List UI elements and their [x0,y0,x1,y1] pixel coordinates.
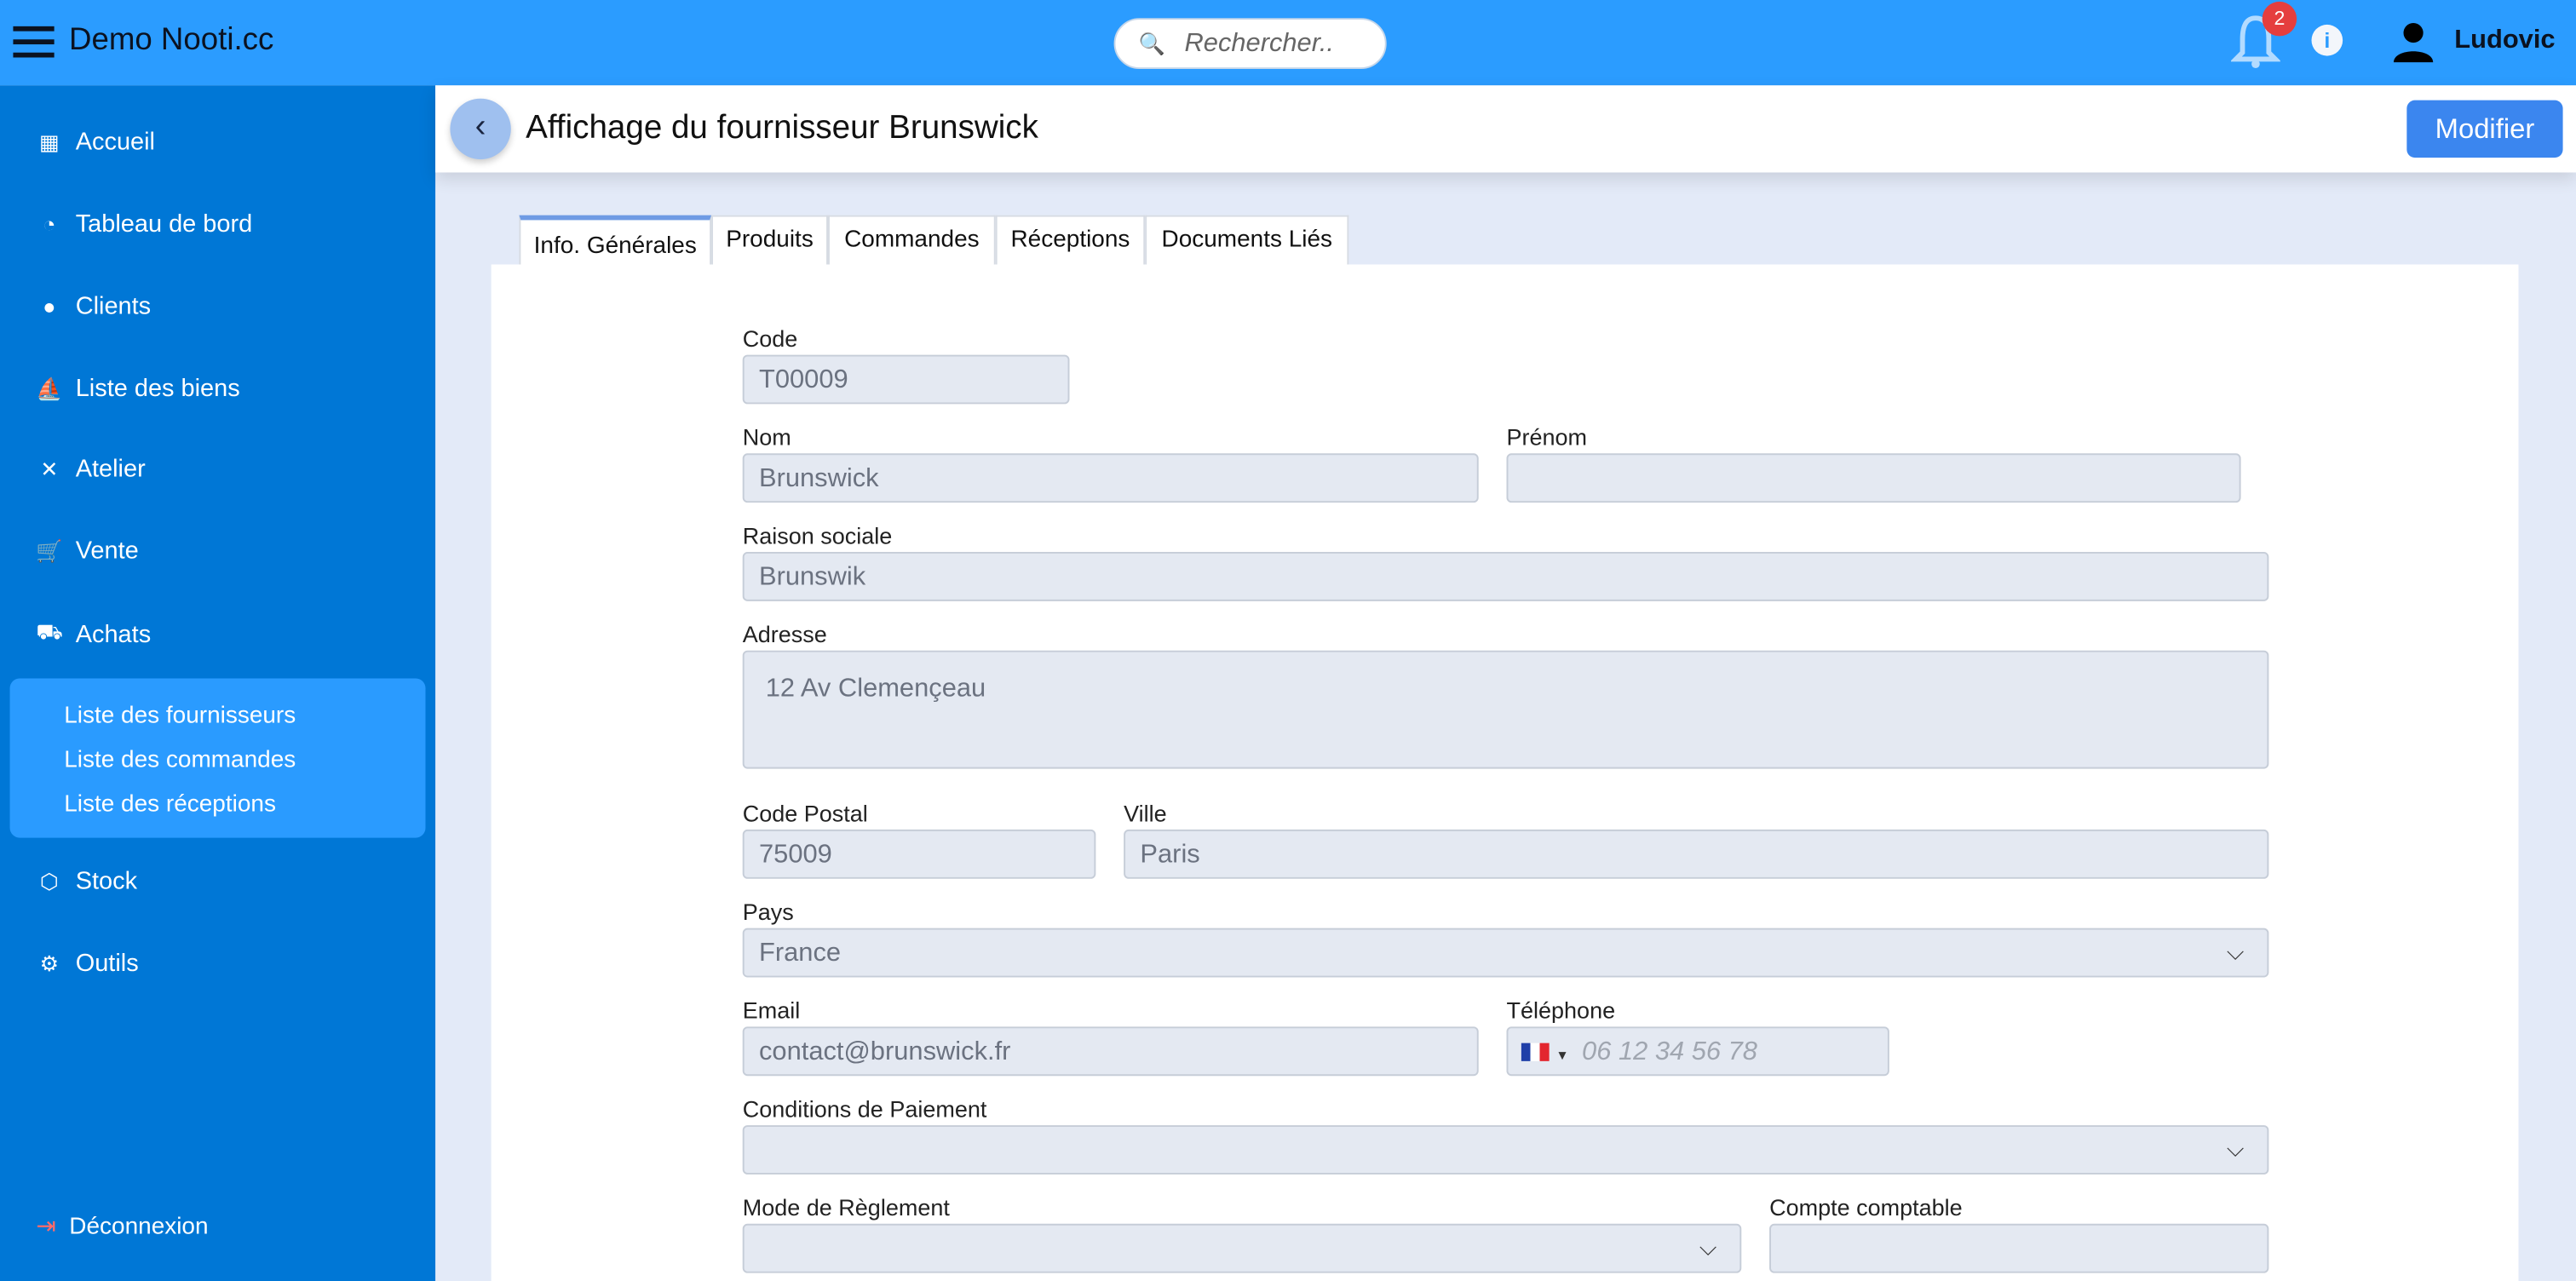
prenom-field[interactable] [1506,453,2241,503]
page-header: ‹ Affichage du fournisseur Brunswick Mod… [435,85,2576,173]
notification-badge: 2 [2262,1,2297,37]
gauge-icon: ◔ [43,211,56,237]
code-postal-label: Code Postal [742,800,868,827]
top-bar: Demo Nooti.cc 🔍 Rechercher.. 2 i Ludovic [0,0,2576,86]
caret-down-icon: ▼ [1555,1048,1569,1063]
conditions-select[interactable]: ⌵ [742,1125,2269,1175]
raison-sociale-field[interactable]: Brunswik [742,551,2269,601]
conditions-label: Conditions de Paiement [742,1095,987,1123]
code-label: Code [742,325,798,352]
submenu-item-receptions[interactable]: Liste des réceptions [64,791,276,819]
cart-icon: 🛒 [36,537,63,563]
email-label: Email [742,997,801,1024]
nom-label: Nom [742,423,791,451]
achats-submenu: Liste des fournisseurs Liste des command… [9,678,426,838]
adresse-label: Adresse [742,620,827,647]
sidebar-item-label: Clients [75,292,152,321]
ville-field[interactable]: Paris [1124,829,2269,879]
app-brand: Demo Nooti.cc [68,22,274,58]
user-name[interactable]: Ludovic [2454,26,2556,55]
sidebar-item-atelier[interactable]: ✕ Atelier [36,455,145,483]
submenu-item-fournisseurs[interactable]: Liste des fournisseurs [64,703,296,730]
tab-info-generales[interactable]: Info. Générales [519,215,712,265]
box-icon: ⬡ [39,868,59,893]
logout-link[interactable]: ⇥ Déconnexion [36,1214,208,1240]
sidebar-item-label: Liste des biens [75,374,240,403]
sidebar: ▦ Accueil ◔ Tableau de bord ● Clients ⛵ List… [0,85,436,1281]
sidebar-item-clients[interactable]: ● Clients [36,292,151,320]
ville-label: Ville [1124,800,1167,827]
code-postal-field[interactable]: 75009 [742,829,1096,879]
sidebar-item-vente[interactable]: 🛒 Vente [36,537,138,566]
user-icon[interactable] [2392,20,2435,63]
sidebar-item-tableau-de-bord[interactable]: ◔ Tableau de bord [36,210,252,238]
page-title: Affichage du fournisseur Brunswick [526,110,1038,146]
sidebar-item-label: Achats [75,620,152,648]
logout-label: Déconnexion [69,1214,209,1241]
gears-icon: ⚙ [39,950,60,975]
compte-comptable-label: Compte comptable [1769,1194,1963,1221]
tab-documents-lies[interactable]: Documents Liés [1145,215,1349,265]
sidebar-item-outils[interactable]: ⚙ Outils [36,949,139,978]
sidebar-item-achats[interactable]: ⛟ Achats [36,619,151,649]
form-card [491,264,2519,1281]
code-field[interactable]: T00009 [742,354,1070,405]
prenom-label: Prénom [1506,423,1588,451]
pays-value: France [758,939,842,968]
grid-icon: ▦ [38,129,60,154]
telephone-field[interactable]: ▼ 06 12 34 56 78 [1506,1026,1889,1077]
sidebar-item-label: Vente [75,537,139,566]
truck-icon: ⛟ [36,619,63,644]
chevron-down-icon: ⌵ [2226,1135,2245,1162]
sidebar-item-label: Atelier [75,455,146,483]
sidebar-item-label: Outils [75,949,139,978]
person-icon: ● [43,294,56,319]
submenu-item-commandes[interactable]: Liste des commandes [64,747,296,774]
hamburger-menu-icon[interactable] [13,26,55,60]
sailboat-icon: ⛵ [36,375,63,400]
adresse-textarea[interactable]: 12 Av Clemençeau [742,650,2269,769]
nom-field[interactable]: Brunswick [742,453,1479,503]
sidebar-item-label: Stock [75,867,138,896]
pays-select[interactable]: France ⌵ [742,928,2269,978]
back-button[interactable]: ‹ [450,98,511,160]
sidebar-item-stock[interactable]: ⬡ Stock [36,867,137,895]
sidebar-item-liste-des-biens[interactable]: ⛵ Liste des biens [36,375,239,403]
telephone-label: Téléphone [1506,997,1616,1024]
tab-receptions[interactable]: Réceptions [995,215,1146,265]
tools-icon: ✕ [40,456,59,481]
mode-reglement-select[interactable]: ⌵ [742,1223,1742,1273]
search-input[interactable]: 🔍 Rechercher.. [1113,18,1387,69]
info-icon[interactable]: i [2311,24,2343,56]
sidebar-item-accueil[interactable]: ▦ Accueil [36,128,155,156]
chevron-down-icon: ⌵ [1699,1233,1717,1261]
logout-icon: ⇥ [36,1214,56,1241]
sidebar-item-label: Accueil [75,128,155,157]
telephone-placeholder: 06 12 34 56 78 [1582,1037,1757,1066]
search-icon: 🔍 [1138,31,1165,56]
compte-comptable-field[interactable] [1769,1223,2269,1273]
sidebar-item-label: Tableau de bord [75,210,253,238]
chevron-down-icon: ⌵ [2226,938,2245,965]
tab-commandes[interactable]: Commandes [827,215,996,265]
search-placeholder: Rechercher.. [1184,29,1334,58]
modify-button[interactable]: Modifier [2406,100,2563,158]
pays-label: Pays [742,898,794,925]
raison-sociale-label: Raison sociale [742,522,893,549]
mode-reglement-label: Mode de Règlement [742,1194,950,1221]
tab-produits[interactable]: Produits [711,215,828,265]
france-flag-icon[interactable] [1521,1043,1550,1062]
email-field[interactable]: contact@brunswick.fr [742,1026,1479,1077]
